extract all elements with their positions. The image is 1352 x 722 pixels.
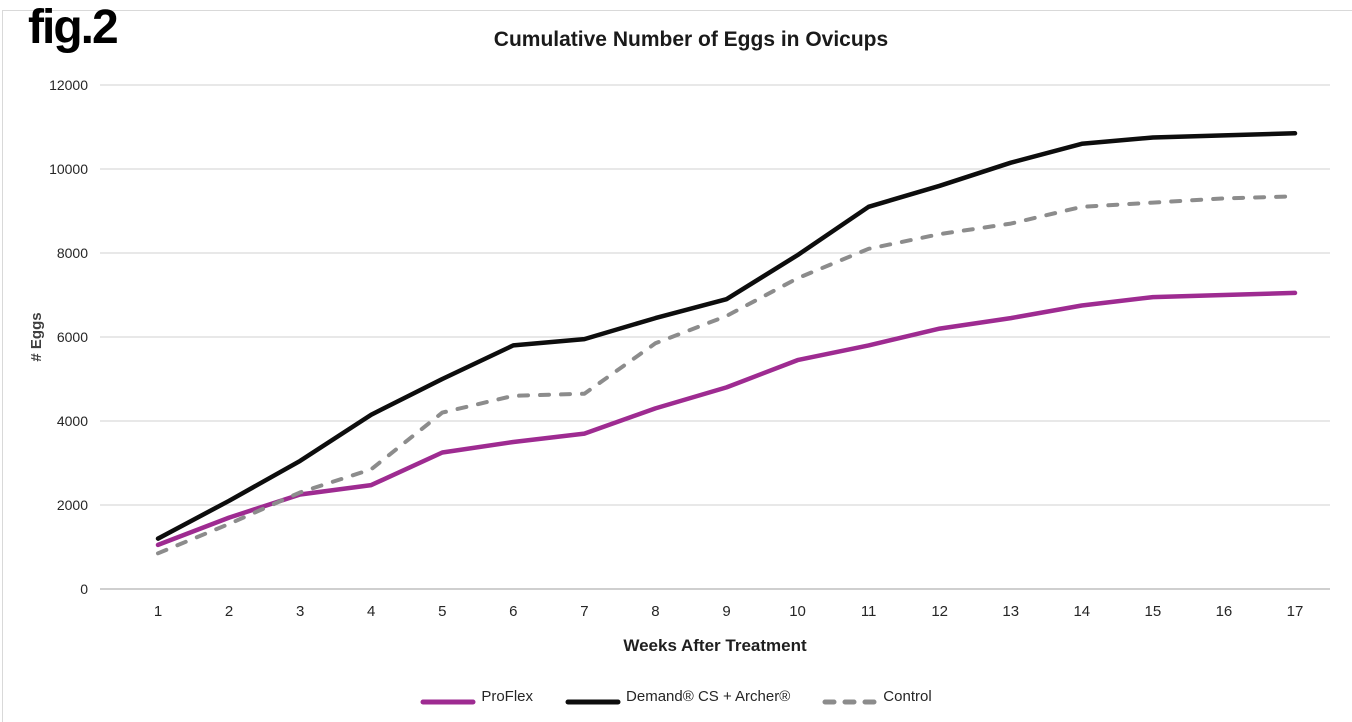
x-axis-title: Weeks After Treatment — [623, 636, 807, 655]
x-tick-label: 6 — [509, 603, 518, 620]
demand-line-swatch — [565, 693, 621, 704]
x-tick-label: 11 — [860, 603, 877, 620]
figure-number-label: fig.2 — [28, 1, 119, 54]
y-tick-label: 10000 — [49, 161, 88, 177]
y-tick-label: 0 — [80, 581, 88, 597]
x-tick-label: 16 — [1215, 603, 1233, 620]
legend-label-proflex: ProFlex — [481, 688, 534, 705]
proflex-line-swatch — [420, 693, 476, 704]
y-tick-label: 4000 — [56, 413, 88, 429]
y-tick-label: 6000 — [56, 329, 88, 345]
legend: ProFlex Demand® CS + Archer® Control — [0, 688, 1352, 705]
series-line-control — [156, 194, 1297, 556]
x-tick-label: 13 — [1002, 603, 1020, 620]
x-tick-label: 4 — [367, 603, 376, 620]
x-tick-label: 5 — [438, 603, 447, 620]
legend-item-demand: Demand® CS + Archer® — [565, 688, 790, 705]
legend-item-control: Control — [822, 688, 932, 705]
x-tick-label: 12 — [931, 603, 949, 620]
x-tick-label: 10 — [789, 603, 806, 620]
y-axis-title: # Eggs — [28, 312, 45, 362]
x-tick-label: 17 — [1286, 603, 1304, 620]
x-tick-label: 2 — [224, 603, 234, 620]
x-tick-label: 8 — [651, 603, 660, 620]
chart-title: Cumulative Number of Eggs in Ovicups — [493, 28, 889, 51]
x-tick-label: 9 — [722, 603, 731, 620]
legend-label-demand: Demand® CS + Archer® — [626, 688, 791, 705]
x-tick-label: 3 — [295, 603, 305, 620]
y-tick-label: 2000 — [56, 497, 88, 513]
legend-label-control: Control — [883, 688, 932, 705]
x-tick-label: 15 — [1144, 603, 1162, 620]
series-line-proflex — [155, 290, 1298, 548]
y-tick-label: 8000 — [56, 245, 88, 261]
x-tick-label: 1 — [153, 603, 163, 620]
control-line-swatch — [822, 693, 878, 704]
y-tick-label: 12000 — [49, 77, 88, 93]
x-tick-label: 14 — [1073, 603, 1091, 620]
legend-item-proflex: ProFlex — [420, 688, 533, 705]
x-tick-label: 7 — [580, 603, 589, 620]
series-line-demand-cs-archer- — [155, 131, 1298, 541]
